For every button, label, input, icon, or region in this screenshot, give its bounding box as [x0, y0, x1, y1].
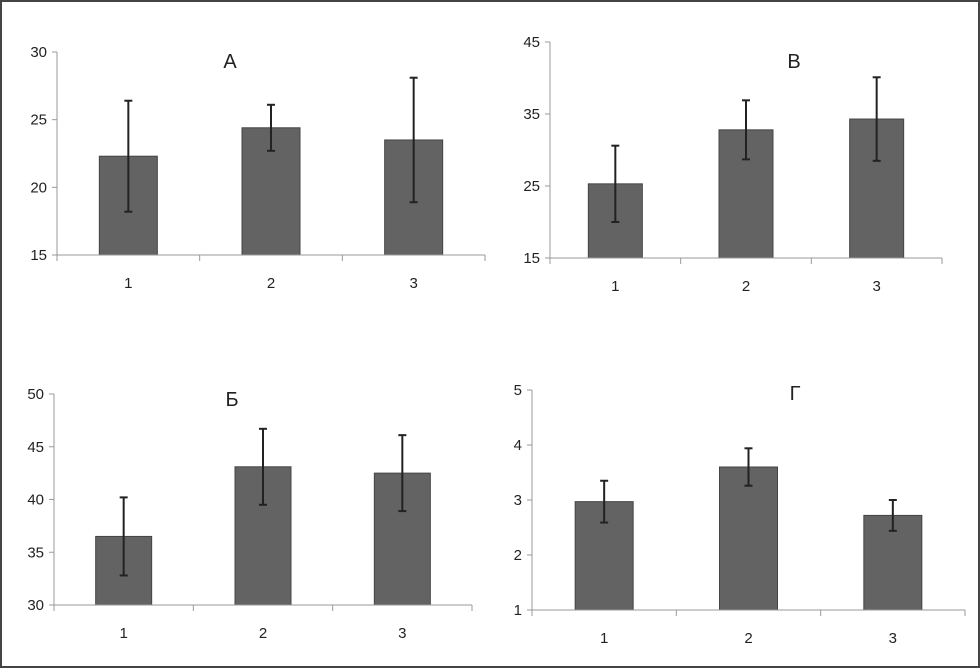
y-tick-label: 35 — [27, 544, 44, 561]
chart-title: В — [787, 51, 800, 73]
x-tick-label: 3 — [872, 278, 880, 295]
y-tick-label: 25 — [30, 112, 47, 129]
chart-panel-g: Г 1 2 3 4 5 1 2 3 — [514, 382, 966, 647]
x-tick-label: 2 — [742, 278, 750, 295]
chart-panel-b: Б 30 35 40 45 50 1 2 3 — [27, 386, 473, 642]
x-tick-label: 2 — [259, 625, 267, 642]
chart-title: А — [223, 51, 237, 73]
bar — [719, 466, 778, 611]
x-tick-label: 2 — [267, 275, 275, 292]
y-tick-label: 45 — [27, 439, 44, 456]
y-tick-label: 15 — [30, 247, 47, 264]
y-tick-label: 20 — [30, 179, 47, 196]
y-tick-label: 5 — [514, 382, 522, 399]
x-tick-label: 1 — [124, 275, 132, 292]
x-tick-label: 3 — [398, 625, 406, 642]
y-tick-label: 35 — [523, 106, 540, 123]
x-tick-label: 3 — [889, 630, 897, 647]
y-tick-label: 40 — [27, 492, 44, 509]
chart-panel-v: В 15 25 35 45 1 2 3 — [523, 34, 943, 295]
y-tick-label: 4 — [514, 437, 522, 454]
y-tick-label: 15 — [523, 250, 540, 267]
y-tick-label: 1 — [514, 602, 522, 619]
y-tick-label: 30 — [30, 44, 47, 61]
x-tick-label: 2 — [744, 630, 752, 647]
y-tick-label: 3 — [514, 492, 522, 509]
y-tick-label: 45 — [523, 34, 540, 51]
x-tick-label: 1 — [119, 625, 127, 642]
x-tick-label: 1 — [600, 630, 608, 647]
chart-title: Б — [225, 389, 238, 411]
chart-panel-a: А 15 20 25 30 1 2 3 — [30, 44, 486, 292]
y-tick-label: 50 — [27, 386, 44, 403]
y-tick-label: 25 — [523, 178, 540, 195]
x-tick-label: 1 — [611, 278, 619, 295]
chart-title: Г — [790, 383, 801, 405]
y-tick-label: 30 — [27, 597, 44, 614]
x-tick-label: 3 — [409, 275, 417, 292]
y-tick-label: 2 — [514, 547, 522, 564]
